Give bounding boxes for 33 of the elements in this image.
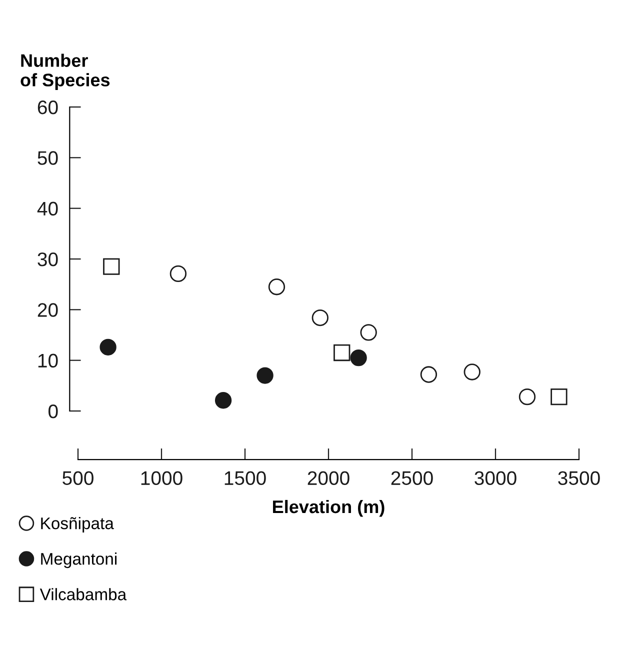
x-tick-label: 500 [62, 471, 94, 486]
point [268, 278, 286, 296]
x-tick-label: 2500 [391, 471, 433, 486]
point [350, 349, 367, 366]
point [312, 309, 328, 326]
x-axis-title: Elevation (m) [273, 500, 384, 517]
point [420, 366, 438, 383]
point [464, 364, 480, 380]
y-tick-label: 20 [38, 303, 58, 317]
point [100, 338, 116, 356]
y-tick-label: 60 [38, 100, 58, 114]
legend-label: Vilcabamba [40, 588, 127, 600]
point [170, 265, 187, 282]
x-tick-label: 3000 [474, 471, 516, 486]
point [518, 388, 536, 406]
y-axis-title: Number of Species [20, 54, 110, 90]
point [360, 324, 377, 341]
legend-label: Kosñipata [41, 517, 114, 533]
point [550, 388, 568, 406]
y-tick-label: 0 [48, 404, 58, 418]
x-tick-label: 3500 [558, 471, 600, 486]
x-tick-label: 1000 [141, 471, 182, 486]
y-tick-label: 40 [37, 202, 58, 216]
y-tick-label: 10 [38, 354, 58, 368]
x-tick-label: 2000 [308, 471, 350, 486]
point [214, 392, 232, 409]
point [334, 344, 350, 362]
y-tick-label: 30 [38, 252, 58, 266]
x-tick-label: 1500 [224, 471, 266, 486]
point [256, 367, 274, 384]
y-tick-label: 50 [38, 151, 58, 165]
point [103, 258, 120, 275]
legend-label: Megantoni [41, 552, 117, 568]
